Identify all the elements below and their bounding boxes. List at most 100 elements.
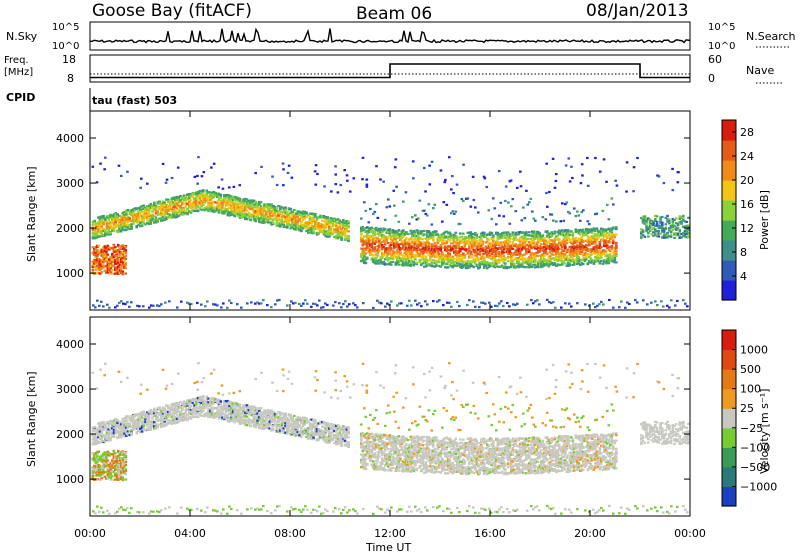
power-cell <box>493 257 497 260</box>
power-cell <box>528 240 531 244</box>
power-cell <box>402 246 405 249</box>
power-cell <box>99 268 102 271</box>
power-cell <box>284 225 287 228</box>
power-cell <box>375 228 378 231</box>
power-cell <box>384 263 387 266</box>
power-cell <box>308 212 312 215</box>
power-cell <box>161 208 165 211</box>
freq-panel: Freq. [MHz] 18 8 60 0 Nave <box>4 53 784 85</box>
power-cell <box>441 220 444 223</box>
power-cell <box>221 199 224 202</box>
power-cell <box>114 213 118 216</box>
power-cell <box>238 198 242 201</box>
power-cell <box>272 206 275 209</box>
power-cell <box>217 209 221 212</box>
noise-right-tick-bottom: 10^0 <box>708 41 735 52</box>
power-cell <box>193 209 196 213</box>
power-cell <box>179 207 182 210</box>
power-cell <box>247 203 251 206</box>
power-cell <box>121 253 125 256</box>
power-cell <box>321 231 324 234</box>
power-cell <box>307 224 310 227</box>
power-cell <box>294 215 298 218</box>
power-cell <box>538 249 542 252</box>
power-cell <box>256 202 259 206</box>
power-cell <box>381 240 384 244</box>
power-cell <box>328 233 331 236</box>
power-cell <box>188 210 191 214</box>
power-cell <box>322 216 326 219</box>
power-cell <box>335 225 338 228</box>
power-cell <box>378 229 381 232</box>
power-cell <box>303 225 307 228</box>
power-cell <box>91 263 95 266</box>
power-cell <box>109 272 113 275</box>
power-cell <box>553 261 557 265</box>
power-cell <box>112 222 116 226</box>
power-cell <box>142 218 146 221</box>
power-cell <box>435 262 438 265</box>
power-cell <box>329 230 333 233</box>
power-cell <box>372 254 375 257</box>
power-cell <box>477 211 480 214</box>
power-cell <box>144 216 147 219</box>
power-cell <box>263 215 266 218</box>
power-cell <box>263 204 266 207</box>
power-cell <box>310 222 314 225</box>
power-cell <box>142 207 146 211</box>
power-cell <box>121 261 125 264</box>
power-cell <box>226 209 230 212</box>
power-cell <box>196 192 200 195</box>
power-cell <box>367 242 371 245</box>
power-cell <box>322 229 326 232</box>
power-cell <box>338 223 342 227</box>
power-cell <box>451 210 455 213</box>
noise-right-label: N.Search <box>746 30 796 43</box>
power-cell <box>124 248 128 252</box>
power-cell <box>282 221 286 224</box>
power-cell <box>303 217 307 220</box>
power-cell <box>561 202 564 205</box>
power-cell <box>161 217 165 220</box>
power-cell <box>367 237 371 241</box>
power-cell <box>364 230 368 233</box>
power-cell <box>573 207 576 210</box>
power-cell <box>544 239 548 242</box>
power-cell <box>149 206 153 209</box>
power-cell <box>149 202 153 206</box>
power-cell <box>109 231 112 234</box>
power-cell <box>230 211 233 214</box>
power-cell <box>174 216 177 219</box>
power-cell <box>510 205 513 208</box>
power-cell <box>421 238 425 241</box>
power-cell <box>114 211 118 215</box>
power-cell <box>483 256 486 259</box>
power-cell <box>373 236 377 240</box>
power-cell <box>493 207 497 210</box>
power-cell <box>94 251 98 254</box>
power-cell <box>214 210 217 213</box>
power-cell <box>284 218 287 221</box>
power-cell <box>115 252 119 255</box>
power-cell <box>364 252 368 255</box>
power-cell <box>186 198 189 201</box>
date-title: 08/Jan/2013 <box>586 1 689 21</box>
power-cell <box>233 201 237 204</box>
power-cell <box>373 227 377 230</box>
power-cell <box>100 260 104 263</box>
power-cell <box>151 204 154 207</box>
power-cell <box>366 257 369 260</box>
power-cell <box>109 260 113 263</box>
power-cell <box>121 213 125 217</box>
power-cell <box>135 226 139 229</box>
power-cell <box>466 259 470 262</box>
power-cell <box>254 200 258 204</box>
power-cell <box>118 227 121 230</box>
power-cell <box>378 232 381 235</box>
power-cell <box>336 231 340 234</box>
power-cell <box>376 232 380 235</box>
power-cell <box>207 196 210 200</box>
power-cell <box>379 234 383 237</box>
power-cell <box>151 217 154 220</box>
power-cell <box>268 211 272 214</box>
